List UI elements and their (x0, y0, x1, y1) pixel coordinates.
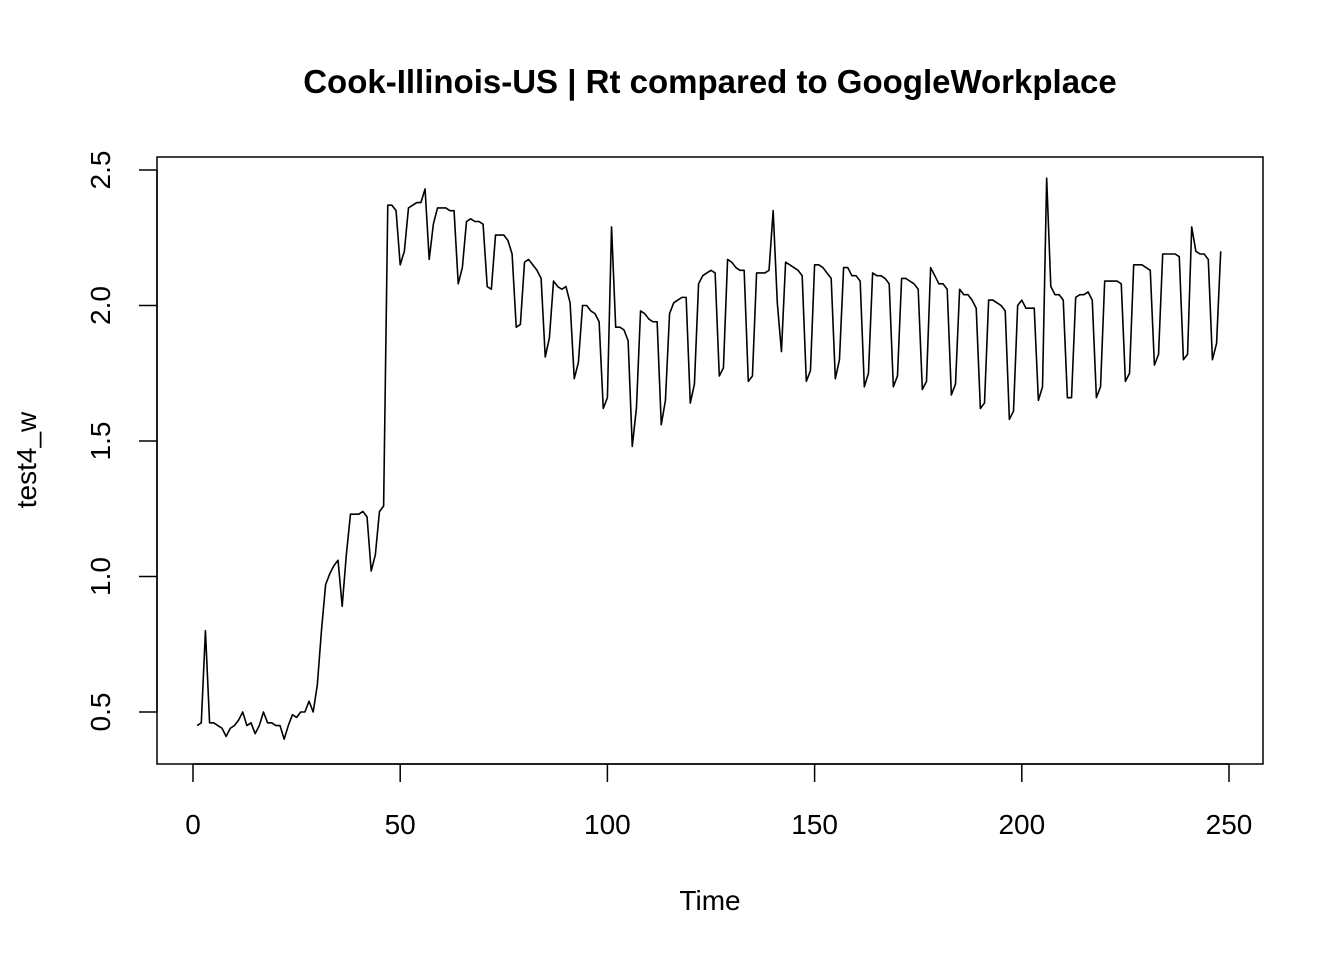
x-axis: 0 50 100 150 200 250 (185, 763, 1253, 840)
x-tick-label: 250 (1206, 809, 1253, 840)
x-tick-label: 200 (998, 809, 1045, 840)
chart-title: Cook-Illinois-US | Rt compared to Google… (303, 63, 1117, 100)
x-axis-label: Time (679, 885, 740, 916)
y-axis: 0.5 1.0 1.5 2.0 2.5 (85, 151, 158, 732)
x-tick-label: 50 (385, 809, 416, 840)
y-tick-label: 2.0 (85, 286, 116, 325)
series-group (196, 177, 1222, 740)
plot-frame (156, 156, 1264, 765)
x-tick-label: 150 (791, 809, 838, 840)
y-tick-label: 1.0 (85, 557, 116, 596)
y-tick-label: 0.5 (85, 693, 116, 732)
y-tick-label: 2.5 (85, 151, 116, 190)
x-tick-label: 100 (584, 809, 631, 840)
y-axis-label: test4_w (11, 411, 42, 508)
y-tick-label: 1.5 (85, 422, 116, 461)
series-line (196, 177, 1222, 740)
x-tick-label: 0 (185, 809, 201, 840)
